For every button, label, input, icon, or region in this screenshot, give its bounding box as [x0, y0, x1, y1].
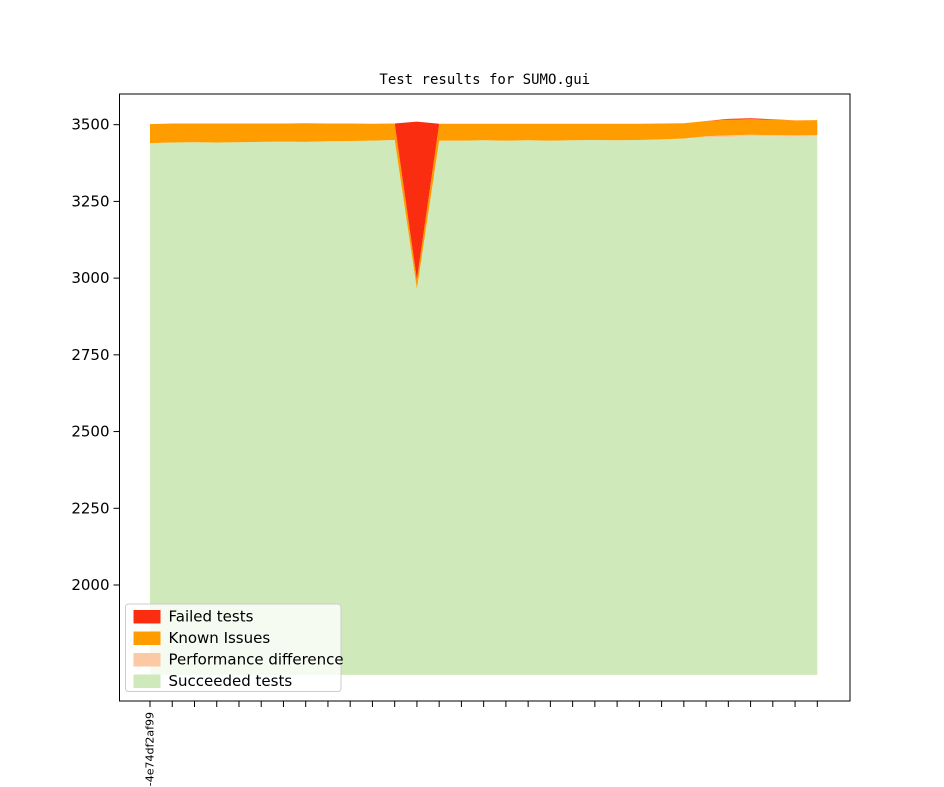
legend-box	[125, 603, 342, 692]
y-tick-label: 2500	[71, 423, 109, 441]
y-tick-label: 2000	[71, 576, 109, 594]
y-tick-label: 2250	[71, 499, 109, 517]
y-tick-label: 3000	[71, 269, 109, 287]
y-tick-label: 3500	[71, 116, 109, 134]
legend-swatch-performance-difference	[133, 653, 161, 667]
y-tick-label: 3250	[71, 192, 109, 210]
legend-label-failed-tests: Failed tests	[169, 608, 254, 626]
y-axis: 2000 2250 2500 2750 3000 3250 3500	[71, 116, 120, 594]
axes-frame	[119, 93, 851, 702]
x-axis: 92-4e74df2af99	[144, 701, 818, 787]
legend-swatch-known-issues	[133, 631, 161, 645]
legend-label-known-issues: Known Issues	[169, 629, 271, 647]
area-known-issues	[150, 119, 818, 289]
legend: Failed tests Known Issues Performance diff…	[125, 603, 344, 692]
legend-swatch-succeeded-tests	[133, 674, 161, 688]
area-succeeded-tests	[150, 136, 818, 675]
stacked-areas	[150, 118, 818, 675]
x-tick-label: 92-4e74df2af99	[144, 712, 157, 787]
chart-title: Test results for SUMO.gui	[379, 72, 590, 88]
legend-label-performance-difference: Performance difference	[169, 651, 344, 669]
legend-label-succeeded-tests: Succeeded tests	[169, 672, 293, 690]
y-tick-label: 2750	[71, 346, 109, 364]
legend-swatch-failed-tests	[133, 610, 161, 624]
